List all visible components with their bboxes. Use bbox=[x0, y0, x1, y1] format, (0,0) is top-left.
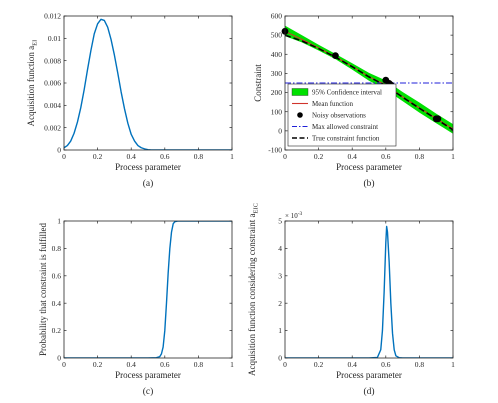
x-tick-label: 0 bbox=[283, 152, 287, 161]
y-tick-label: 600 bbox=[271, 12, 283, 21]
y-tick-label: 200 bbox=[271, 88, 283, 97]
y-tick-label: 300 bbox=[271, 69, 283, 78]
legend-entry: Noisy observations bbox=[312, 111, 366, 119]
chart-panel-b: 0 0.2 0.4 0.6 0.8 1-1000100200300400500600Pro… bbox=[253, 12, 455, 189]
y-tick-label: -100 bbox=[268, 146, 282, 155]
y-tick-label: 0.2 bbox=[52, 326, 62, 335]
y-tick-label: 0.006 bbox=[44, 79, 61, 88]
y-axis-label-subscript: EIC bbox=[253, 203, 260, 213]
y-axis-label: Acquisition function considering constra… bbox=[247, 203, 260, 376]
y-tick-label: 0.008 bbox=[44, 56, 61, 65]
y-tick-label: 0 bbox=[57, 146, 61, 155]
y-exponent-base: × 10 bbox=[285, 212, 298, 220]
y-tick-label: 5 bbox=[278, 217, 282, 226]
axes-box bbox=[63, 220, 233, 359]
x-tick-label: 0 bbox=[62, 152, 66, 161]
y-tick-label: 0 bbox=[278, 354, 282, 363]
y-tick-label: 400 bbox=[271, 50, 283, 59]
y-tick-label: 0.6 bbox=[52, 271, 62, 280]
x-axis-label: Process parameter bbox=[115, 370, 181, 380]
x-tick-label: 0.8 bbox=[194, 152, 204, 161]
x-tick-label: 0.4 bbox=[348, 152, 358, 161]
y-axis-label-subscript: EI bbox=[32, 40, 39, 46]
legend: 95% Confidence interval Mean function Nois… bbox=[287, 83, 397, 147]
x-tick-label: 0.6 bbox=[160, 152, 170, 161]
y-tick-label: 0.01 bbox=[48, 34, 61, 43]
y-tick-label: 0 bbox=[57, 354, 61, 363]
chart-panel-c: 0 0.2 0.4 0.6 0.8 1 0 0.2 0.4 0.6 0.8 1 Process para… bbox=[38, 217, 234, 397]
legend-swatch-confidence bbox=[291, 88, 309, 96]
series-line bbox=[64, 18, 232, 150]
chart-panel-a: 0 0.2 0.4 0.6 0.8 1 0 0.002 0.004 0.006 0.008 0.01 0… bbox=[26, 12, 234, 189]
legend-entry: Max allowed constraint bbox=[312, 123, 378, 131]
y-tick-label: 500 bbox=[271, 31, 283, 40]
panel-caption: (d) bbox=[363, 386, 374, 397]
chart-panel-d: 0 0.2 0.4 0.6 0.8 1 0 1 2 3 4 5 Process parameter Acq… bbox=[247, 203, 455, 397]
plot-area bbox=[285, 225, 453, 358]
x-axis-label: Process parameter bbox=[336, 370, 402, 380]
y-axis-label-text: Acquisition function a bbox=[26, 46, 36, 127]
x-tick-label: 0.6 bbox=[381, 360, 391, 369]
y-axis-label: Acquisition function aEI bbox=[26, 40, 39, 127]
x-tick-label: 1 bbox=[230, 152, 234, 161]
x-tick-label: 0 bbox=[283, 360, 287, 369]
axes-box bbox=[63, 15, 233, 151]
y-axis-label-text: Probability that constraint is fulfilled bbox=[38, 223, 48, 356]
axes-box bbox=[284, 15, 454, 151]
series-line bbox=[285, 225, 453, 358]
y-axis-label: Constraint bbox=[253, 64, 263, 102]
y-axis-label-text: Constraint bbox=[253, 64, 263, 102]
panel-caption: (a) bbox=[143, 178, 154, 189]
series-line bbox=[64, 221, 232, 358]
x-axis-label: Process parameter bbox=[336, 162, 402, 172]
x-tick-label: 0.6 bbox=[381, 152, 391, 161]
y-axis-label-text: Acquisition function considering constra… bbox=[247, 214, 257, 376]
legend-entry: Mean function bbox=[312, 100, 354, 108]
plot-area bbox=[64, 18, 232, 150]
y-tick-label: 2 bbox=[278, 299, 282, 308]
plot-area bbox=[64, 221, 232, 358]
x-tick-label: 0.8 bbox=[415, 152, 425, 161]
x-tick-label: 0 bbox=[62, 360, 66, 369]
x-tick-label: 1 bbox=[451, 360, 455, 369]
y-tick-label: 3 bbox=[278, 271, 282, 280]
y-tick-label: 4 bbox=[278, 244, 282, 253]
x-tick-label: 0.4 bbox=[127, 360, 137, 369]
y-exponent-power: -3 bbox=[298, 211, 303, 217]
x-tick-label: 1 bbox=[230, 360, 234, 369]
y-tick-label: 100 bbox=[271, 107, 283, 116]
y-tick-label: 0 bbox=[278, 126, 282, 135]
true-constraint-line bbox=[285, 34, 453, 131]
x-tick-label: 1 bbox=[451, 152, 455, 161]
legend-entry: 95% Confidence interval bbox=[312, 88, 382, 96]
y-tick-label: 0.012 bbox=[44, 12, 61, 21]
y-exponent: × 10-3 bbox=[285, 211, 303, 220]
panel-caption: (c) bbox=[143, 386, 154, 397]
x-tick-label: 0.2 bbox=[93, 360, 103, 369]
x-tick-label: 0.4 bbox=[348, 360, 358, 369]
x-axis-label: Process parameter bbox=[115, 162, 181, 172]
x-tick-label: 0.2 bbox=[93, 152, 103, 161]
panel-caption: (b) bbox=[363, 178, 374, 189]
y-tick-label: 0.4 bbox=[52, 299, 62, 308]
y-tick-label: 0.004 bbox=[44, 101, 61, 110]
x-tick-label: 0.8 bbox=[194, 360, 204, 369]
plot-area bbox=[285, 25, 453, 134]
y-tick-label: 1 bbox=[57, 217, 61, 226]
x-tick-label: 0.6 bbox=[160, 360, 170, 369]
x-tick-label: 0.8 bbox=[415, 360, 425, 369]
observation-point bbox=[332, 52, 339, 60]
axes-box bbox=[284, 220, 454, 359]
legend-swatch-observations bbox=[297, 112, 303, 118]
x-tick-label: 0.2 bbox=[314, 360, 324, 369]
y-tick-label: 0.8 bbox=[52, 244, 62, 253]
legend-entry: True constraint function bbox=[312, 134, 380, 142]
x-tick-label: 0.2 bbox=[314, 152, 324, 161]
y-axis-label: Probability that constraint is fulfilled bbox=[38, 223, 48, 356]
x-tick-label: 0.4 bbox=[127, 152, 137, 161]
y-tick-label: 1 bbox=[278, 326, 282, 335]
observation-point bbox=[434, 115, 442, 123]
y-tick-label: 0.002 bbox=[44, 123, 61, 132]
